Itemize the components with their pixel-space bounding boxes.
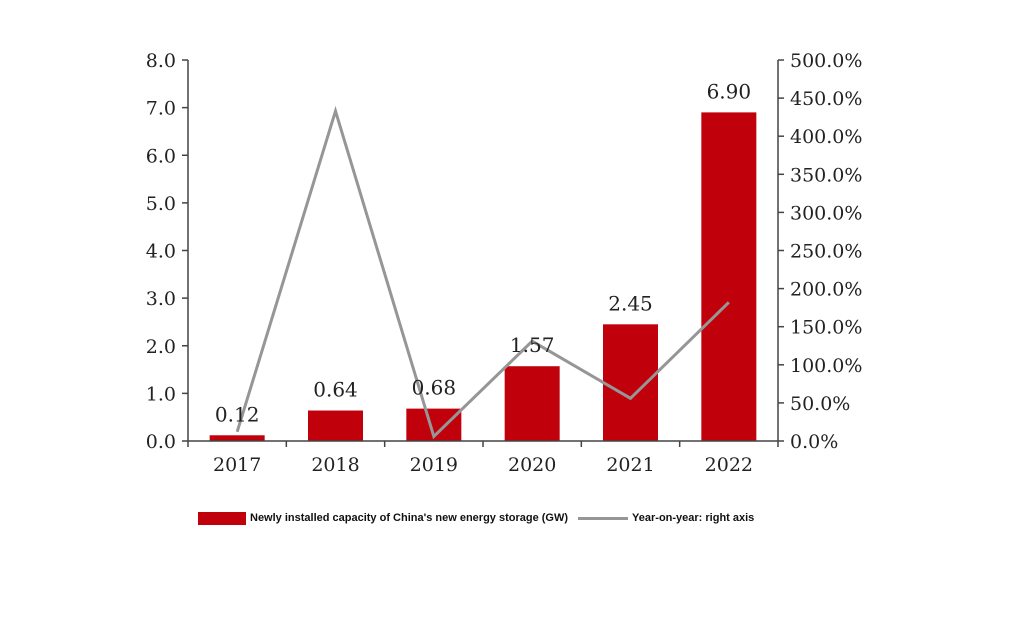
left-tick-label: 8.0 <box>146 50 176 72</box>
legend-bar-label: Newly installed capacity of China's new … <box>250 512 568 524</box>
left-tick-label: 4.0 <box>146 241 176 263</box>
x-tick-label: 2021 <box>606 454 654 476</box>
right-tick-label: 0.0% <box>790 431 838 453</box>
bar-value-label: 0.68 <box>412 376 457 400</box>
x-tick-label: 2018 <box>311 454 359 476</box>
left-tick-label: 2.0 <box>146 336 176 358</box>
bar-value-label: 2.45 <box>608 291 653 315</box>
x-tick-label: 2019 <box>410 454 458 476</box>
right-tick-label: 300.0% <box>790 202 862 224</box>
x-tick-label: 2022 <box>705 454 753 476</box>
bar-2021 <box>603 324 658 441</box>
left-tick-label: 0.0 <box>146 431 176 453</box>
bar-2017 <box>210 435 265 441</box>
right-tick-label: 100.0% <box>790 355 862 377</box>
bar-2018 <box>308 411 363 441</box>
legend-line-swatch <box>578 517 628 520</box>
right-tick-label: 400.0% <box>790 126 862 148</box>
right-tick-label: 250.0% <box>790 241 862 263</box>
legend-bar-swatch <box>198 512 246 525</box>
bar-value-label: 0.64 <box>313 378 358 402</box>
left-tick-label: 7.0 <box>146 98 176 120</box>
right-tick-label: 350.0% <box>790 164 862 186</box>
left-tick-label: 1.0 <box>146 383 176 405</box>
bar-2022 <box>701 112 756 441</box>
right-tick-label: 200.0% <box>790 279 862 301</box>
legend-line-label: Year-on-year: right axis <box>632 512 754 524</box>
legend: Newly installed capacity of China's new … <box>198 508 754 528</box>
left-tick-label: 5.0 <box>146 193 176 215</box>
x-tick-label: 2017 <box>213 454 261 476</box>
left-tick-label: 3.0 <box>146 288 176 310</box>
right-tick-label: 50.0% <box>790 393 850 415</box>
bar-2020 <box>505 366 560 441</box>
bar-value-label: 1.57 <box>510 333 555 357</box>
bar-value-label: 0.12 <box>215 402 260 426</box>
right-tick-label: 500.0% <box>790 50 862 72</box>
bar-value-label: 6.90 <box>707 79 752 103</box>
right-tick-label: 450.0% <box>790 88 862 110</box>
right-tick-label: 150.0% <box>790 317 862 339</box>
x-tick-label: 2020 <box>508 454 556 476</box>
left-tick-label: 6.0 <box>146 145 176 167</box>
